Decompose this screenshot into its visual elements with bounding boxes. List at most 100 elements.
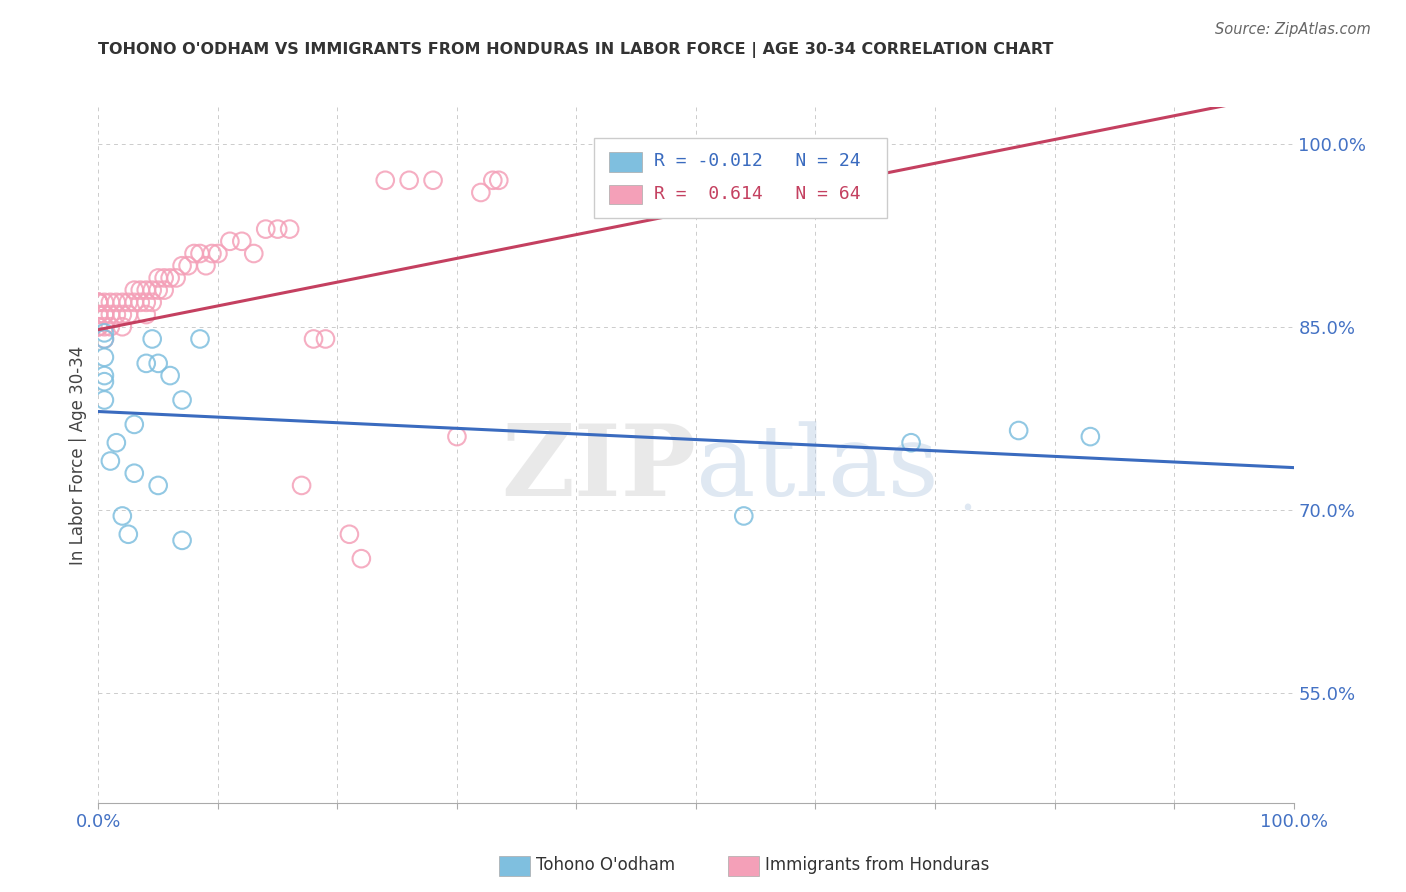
Point xyxy=(278,222,301,236)
Point xyxy=(117,295,139,310)
Point xyxy=(165,271,187,285)
Point xyxy=(188,332,211,346)
Point xyxy=(98,319,122,334)
Point xyxy=(93,375,115,389)
Point xyxy=(135,308,157,322)
Point xyxy=(159,271,181,285)
Point xyxy=(172,392,194,407)
Text: R =  0.614   N = 64: R = 0.614 N = 64 xyxy=(654,185,860,203)
Point xyxy=(93,308,115,322)
Point xyxy=(105,308,128,322)
Point xyxy=(135,295,157,310)
Point xyxy=(93,326,115,340)
Point xyxy=(129,295,152,310)
Point xyxy=(188,246,211,260)
Point xyxy=(93,319,115,334)
Point xyxy=(339,527,360,541)
Point xyxy=(124,295,146,310)
Point xyxy=(302,332,325,346)
Point xyxy=(148,356,170,370)
FancyBboxPatch shape xyxy=(595,138,887,219)
Point xyxy=(93,295,115,310)
Point xyxy=(267,222,290,236)
Point xyxy=(87,319,110,334)
Point xyxy=(470,186,492,200)
Point xyxy=(153,271,176,285)
Point xyxy=(117,527,139,541)
Point xyxy=(148,271,170,285)
Point xyxy=(231,235,253,249)
Point xyxy=(93,392,115,407)
Point xyxy=(93,332,115,346)
Point xyxy=(87,295,110,310)
Point xyxy=(201,246,224,260)
Point xyxy=(488,173,510,187)
Point xyxy=(111,295,134,310)
Text: TOHONO O'ODHAM VS IMMIGRANTS FROM HONDURAS IN LABOR FORCE | AGE 30-34 CORRELATIO: TOHONO O'ODHAM VS IMMIGRANTS FROM HONDUR… xyxy=(98,42,1053,58)
Point xyxy=(87,295,110,310)
Point xyxy=(111,508,134,523)
Point xyxy=(159,368,181,383)
Bar xyxy=(609,185,643,204)
Point xyxy=(141,283,163,297)
Point xyxy=(422,173,444,187)
Bar xyxy=(609,153,643,172)
Point xyxy=(219,235,242,249)
Point xyxy=(446,429,468,443)
Point xyxy=(87,319,110,334)
Point xyxy=(124,283,146,297)
Point xyxy=(291,478,314,492)
Text: Immigrants from Honduras: Immigrants from Honduras xyxy=(765,856,990,874)
Point xyxy=(141,295,163,310)
Text: ZIP: ZIP xyxy=(501,420,696,517)
Point xyxy=(1007,424,1029,438)
Text: .: . xyxy=(959,472,974,522)
Point xyxy=(172,259,194,273)
Point xyxy=(105,435,128,450)
Point xyxy=(124,417,146,432)
Text: R = -0.012   N = 24: R = -0.012 N = 24 xyxy=(654,153,860,170)
Point xyxy=(111,319,134,334)
Point xyxy=(87,295,110,310)
Point xyxy=(172,533,194,548)
Point xyxy=(481,173,505,187)
Point xyxy=(177,259,200,273)
Point xyxy=(398,173,420,187)
Text: atlas: atlas xyxy=(696,421,939,516)
Point xyxy=(87,308,110,322)
Point xyxy=(98,308,122,322)
Point xyxy=(135,283,157,297)
Point xyxy=(124,467,146,481)
Point xyxy=(129,283,152,297)
Point xyxy=(1080,429,1102,443)
Point xyxy=(135,356,157,370)
Point xyxy=(93,351,115,365)
Point xyxy=(374,173,396,187)
Point xyxy=(141,332,163,346)
Point xyxy=(93,308,115,322)
Point xyxy=(93,368,115,383)
Point xyxy=(148,478,170,492)
Point xyxy=(243,246,266,260)
Text: Source: ZipAtlas.com: Source: ZipAtlas.com xyxy=(1215,22,1371,37)
Point xyxy=(207,246,229,260)
Point xyxy=(98,295,122,310)
Point xyxy=(254,222,277,236)
Point xyxy=(900,435,922,450)
Point xyxy=(183,246,205,260)
Y-axis label: In Labor Force | Age 30-34: In Labor Force | Age 30-34 xyxy=(69,345,87,565)
Point xyxy=(93,332,115,346)
Point xyxy=(148,283,170,297)
Point xyxy=(111,308,134,322)
Text: Tohono O'odham: Tohono O'odham xyxy=(536,856,675,874)
Point xyxy=(153,283,176,297)
Point xyxy=(117,308,139,322)
Point xyxy=(315,332,337,346)
Point xyxy=(733,508,755,523)
Point xyxy=(105,295,128,310)
Point xyxy=(194,259,218,273)
Point xyxy=(87,295,110,310)
Point xyxy=(350,551,373,566)
Point xyxy=(87,308,110,322)
Point xyxy=(98,454,122,468)
